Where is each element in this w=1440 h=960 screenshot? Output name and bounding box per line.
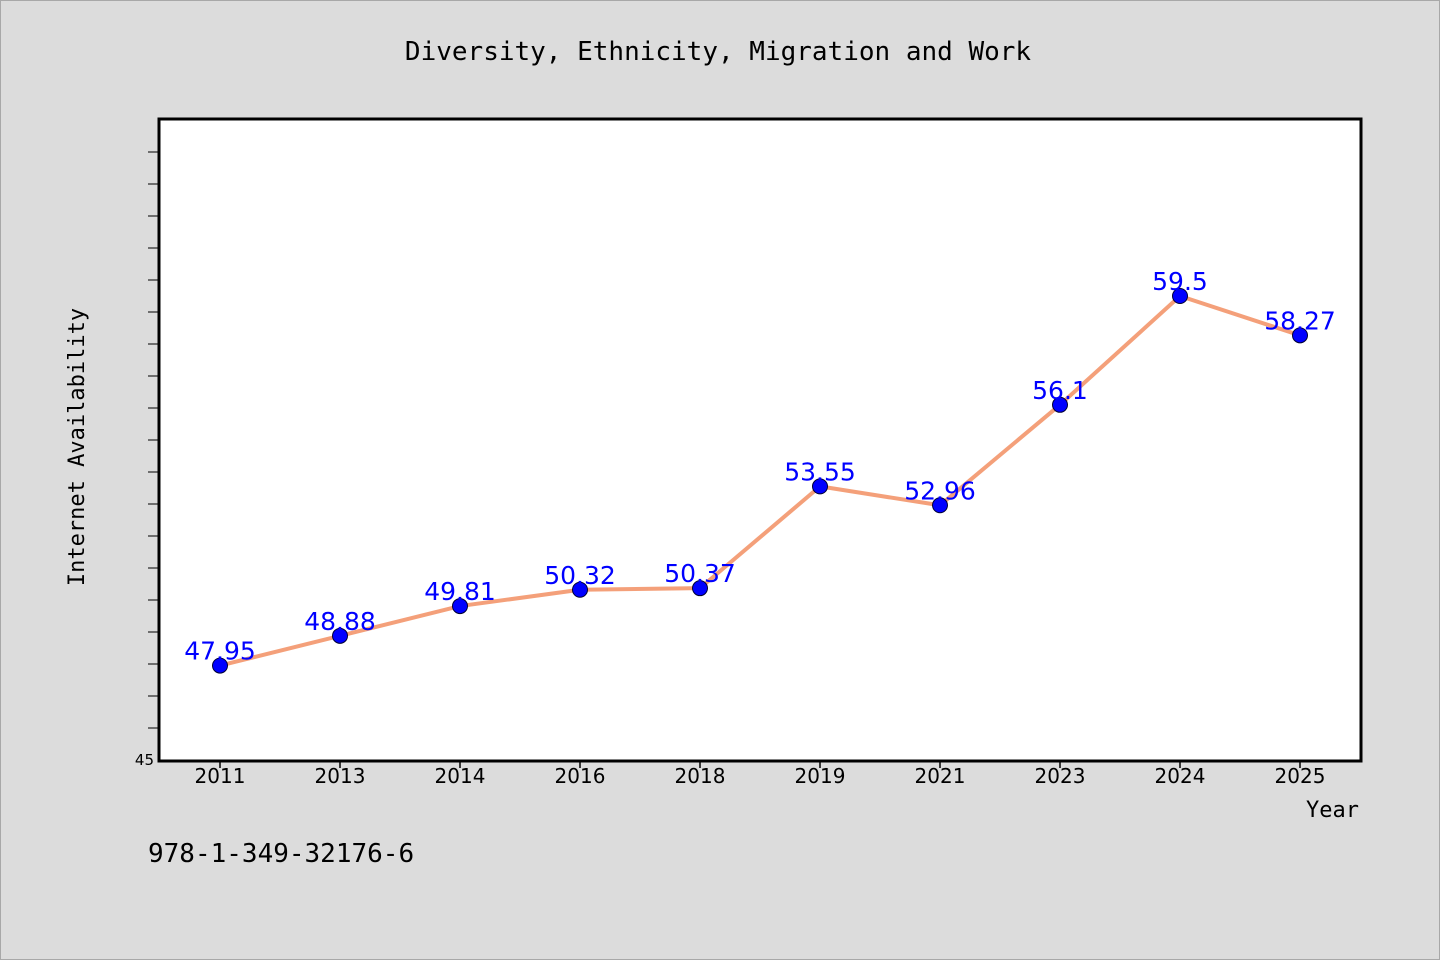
- series-line: [218, 294, 1302, 668]
- data-point-marker: [212, 657, 228, 674]
- data-label: 56.1: [1032, 376, 1088, 405]
- data-point-marker: [452, 598, 468, 615]
- x-tick-label: 2018: [675, 764, 726, 788]
- data-label: 59.5: [1152, 267, 1208, 296]
- data-point-marker: [932, 497, 948, 514]
- data-point-marker: [332, 627, 348, 644]
- y-tick-label: 45: [135, 751, 154, 769]
- isbn-text: 978-1-349-32176-6: [148, 839, 414, 869]
- data-label: 50.32: [544, 561, 616, 590]
- x-axis-label: Year: [1306, 798, 1359, 823]
- x-tick-label: 2024: [1155, 764, 1206, 788]
- x-tick-label: 2016: [555, 764, 606, 788]
- data-point-marker: [812, 478, 828, 495]
- data-label: 52.96: [904, 476, 976, 505]
- data-labels: 47.95 48.88 49.81 50.32 50.37 53.55 52.96 56.1 5…: [184, 267, 1336, 666]
- chart-title: Diversity, Ethnicity, Migration and Work: [405, 37, 1031, 67]
- data-label: 48.88: [304, 607, 376, 636]
- data-point-marker: [1172, 288, 1188, 304]
- y-axis-label: Internet Availability: [65, 308, 90, 586]
- y-axis-ticks: 45: [135, 151, 160, 769]
- x-tick-label: 2025: [1275, 764, 1326, 788]
- x-axis-ticks: 2011 2013 2014 2016 2018 2019 2021 2023 2024 2025: [195, 760, 1326, 788]
- data-point-marker: [1292, 327, 1308, 344]
- x-tick-label: 2021: [915, 764, 966, 788]
- series-layer: [212, 288, 1308, 674]
- x-tick-label: 2013: [315, 764, 366, 788]
- plot-area: [157, 117, 1363, 763]
- data-label: 49.81: [424, 577, 496, 606]
- data-label: 47.95: [184, 637, 256, 666]
- x-tick-label: 2019: [795, 764, 846, 788]
- x-tick-label: 2023: [1035, 764, 1086, 788]
- data-point-marker: [1052, 396, 1068, 413]
- data-label: 58.27: [1264, 306, 1336, 335]
- x-tick-label: 2014: [435, 764, 486, 788]
- data-label: 50.37: [664, 559, 736, 588]
- data-point-marker: [572, 581, 588, 598]
- data-label: 53.55: [784, 457, 856, 486]
- x-tick-label: 2011: [195, 764, 246, 788]
- data-point-marker: [692, 580, 708, 597]
